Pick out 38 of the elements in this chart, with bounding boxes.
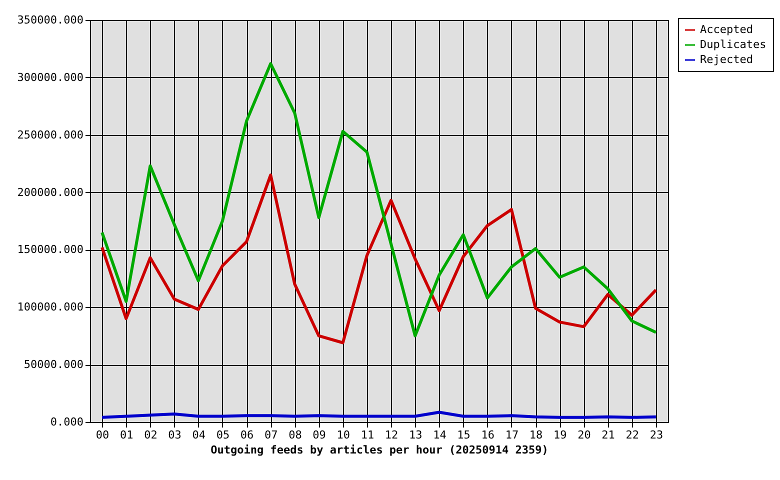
- line-series: [100, 174, 658, 344]
- y-tick-label: 350000.000: [17, 14, 84, 26]
- x-tick-label: 23: [650, 428, 664, 442]
- y-tick-label: 50000.000: [24, 358, 84, 372]
- x-tick-label: 19: [554, 428, 567, 442]
- y-tick-label: 0.000: [50, 416, 84, 428]
- x-tick-label: 13: [409, 428, 422, 442]
- x-tick-label: 14: [433, 428, 447, 442]
- x-tick-label: 09: [312, 428, 326, 442]
- legend-label: Rejected: [700, 53, 753, 66]
- x-tick-label: 04: [192, 428, 206, 442]
- y-tick-label: 250000.000: [17, 128, 84, 142]
- x-tick-label: 05: [216, 428, 230, 442]
- x-tick-label: 18: [529, 428, 543, 442]
- x-tick-label: 06: [240, 428, 254, 442]
- x-tick-label: 21: [602, 428, 615, 442]
- x-tick-label: 01: [120, 428, 134, 442]
- y-tick-label: 100000.000: [17, 300, 84, 314]
- y-tick-label: 150000.000: [17, 243, 84, 256]
- x-axis-title: Outgoing feeds by articles per hour (20250914 2359): [210, 444, 548, 456]
- x-tick-label: 11: [360, 428, 374, 442]
- y-tick-label: 200000.000: [17, 186, 84, 199]
- x-tick-label: 02: [144, 428, 158, 442]
- x-tick-label: 00: [96, 428, 110, 442]
- x-tick-label: 08: [288, 428, 302, 442]
- x-tick-label: 12: [384, 428, 398, 442]
- x-tick-label: 17: [505, 428, 519, 442]
- y-tick-label: 300000.000: [17, 70, 84, 84]
- x-tick-label: 16: [481, 428, 494, 442]
- x-tick-label: 03: [168, 428, 182, 442]
- x-tick-label: 15: [457, 428, 470, 442]
- legend-label: Accepted: [700, 23, 753, 36]
- x-tick-label: 22: [626, 428, 639, 442]
- x-tick-label: 07: [264, 428, 278, 442]
- x-tick-label: 10: [336, 428, 350, 442]
- x-tick-label: 20: [578, 428, 591, 442]
- legend-label: Duplicates: [700, 38, 766, 51]
- line-series: [100, 62, 658, 338]
